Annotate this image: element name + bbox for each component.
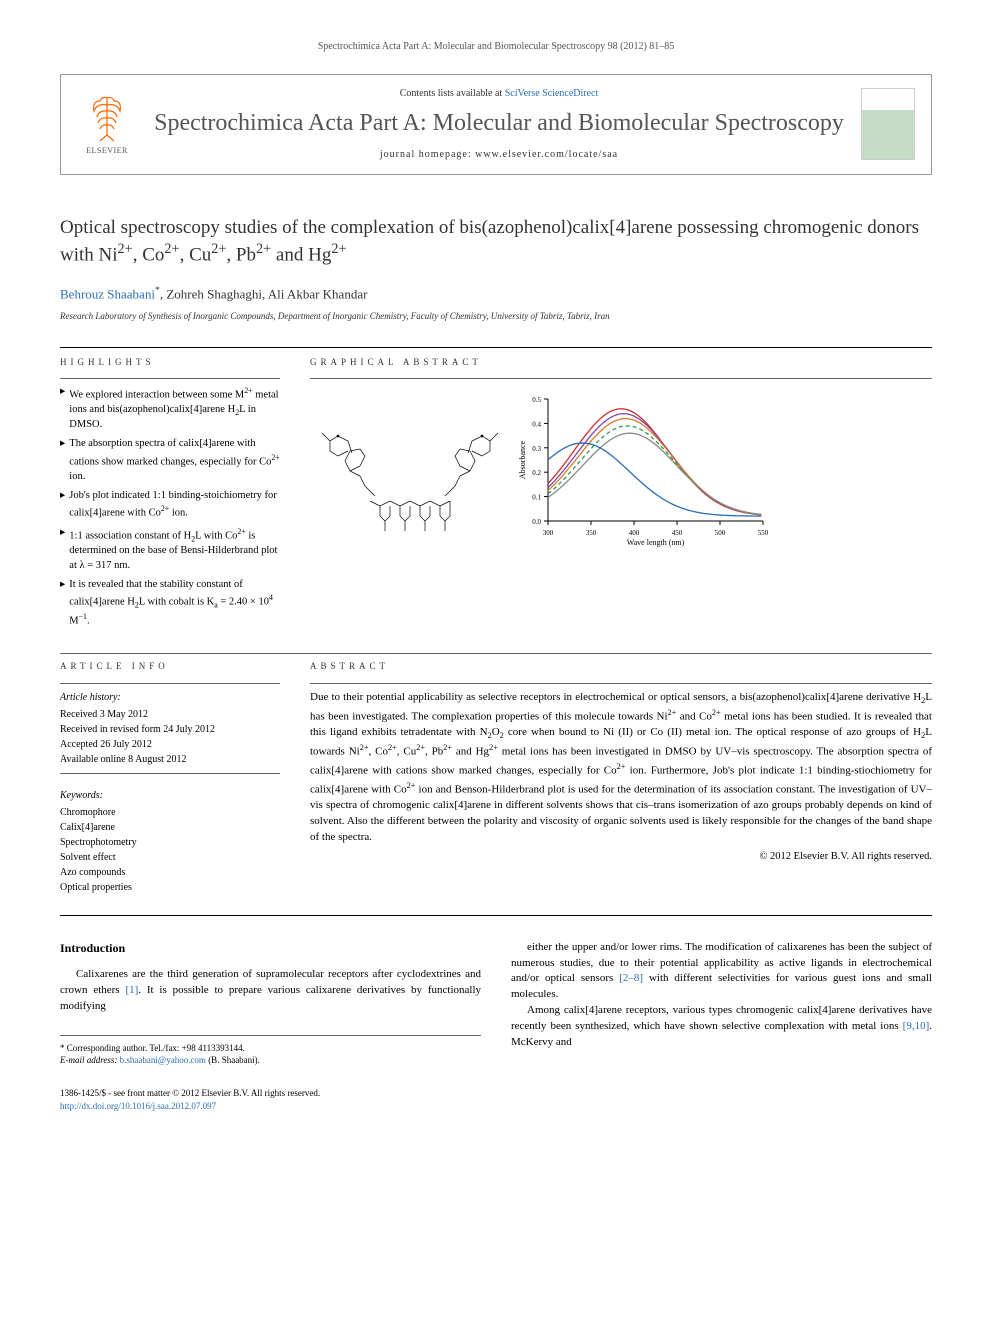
svg-text:0.1: 0.1 — [532, 494, 541, 502]
corresponding-author-note: * Corresponding author. Tel./fax: +98 41… — [60, 1042, 481, 1055]
highlight-item: The absorption spectra of calix[4]arene … — [60, 437, 280, 485]
abstract-text: Due to their potential applicability as … — [310, 690, 932, 846]
keyword-item: Azo compounds — [60, 865, 280, 880]
intro-paragraph-right-1: either the upper and/or lower rims. The … — [511, 940, 932, 1004]
divider — [60, 378, 280, 379]
keywords-list: ChromophoreCalix[4]areneSpectrophotometr… — [60, 805, 280, 895]
affiliation: Research Laboratory of Synthesis of Inor… — [60, 310, 932, 323]
journal-reference: Spectrochimica Acta Part A: Molecular an… — [60, 40, 932, 54]
intro-paragraph-right-2: Among calix[4]arene receptors, various t… — [511, 1003, 932, 1051]
scidirect-link[interactable]: SciVerse ScienceDirect — [505, 88, 599, 99]
contents-prefix: Contents lists available at — [400, 88, 505, 99]
highlight-item: Job's plot indicated 1:1 binding-stoichi… — [60, 489, 280, 522]
author-email[interactable]: b.shaabani@yahoo.com — [120, 1055, 206, 1065]
graphical-abstract-label: graphical abstract — [310, 356, 932, 369]
highlight-item: We explored interaction between some M2+… — [60, 385, 280, 433]
keyword-item: Chromophore — [60, 805, 280, 820]
publisher-name: ELSEVIER — [86, 145, 128, 156]
divider — [310, 378, 932, 379]
journal-name: Spectrochimica Acta Part A: Molecular an… — [153, 109, 845, 138]
keyword-item: Calix[4]arene — [60, 820, 280, 835]
online-date: Available online 8 August 2012 — [60, 752, 280, 767]
graphical-abstract: 300 350 400 450 500 550 0.0 0.1 0.2 0.3 0.4 0.5 Wave… — [310, 389, 932, 554]
svg-text:0.3: 0.3 — [532, 445, 541, 453]
divider — [60, 683, 280, 684]
copyright: © 2012 Elsevier B.V. All rights reserved… — [310, 850, 932, 865]
divider — [60, 773, 280, 774]
journal-cover-thumbnail — [861, 88, 915, 160]
keyword-item: Optical properties — [60, 880, 280, 895]
header-center: Contents lists available at SciVerse Sci… — [153, 87, 845, 162]
journal-homepage: journal homepage: www.elsevier.com/locat… — [153, 148, 845, 162]
uv-vis-spectrum-chart: 300 350 400 450 500 550 0.0 0.1 0.2 0.3 0.4 0.5 Wave… — [513, 389, 773, 549]
svg-text:350: 350 — [586, 529, 597, 537]
divider — [60, 347, 932, 348]
svg-text:550: 550 — [758, 529, 769, 537]
history-heading: Article history: — [60, 690, 280, 705]
article-title: Optical spectroscopy studies of the comp… — [60, 215, 932, 269]
article-info: Article history: Received 3 May 2012 Rec… — [60, 690, 280, 895]
svg-text:Wave length (nm): Wave length (nm) — [627, 538, 685, 547]
other-authors: , Zohreh Shaghaghi, Ali Akbar Khandar — [160, 287, 368, 302]
svg-text:Absorbance: Absorbance — [518, 441, 527, 480]
divider — [60, 915, 932, 916]
svg-text:0.0: 0.0 — [532, 518, 541, 526]
email-label: E-mail address: — [60, 1055, 117, 1065]
footnote-block: * Corresponding author. Tel./fax: +98 41… — [60, 1035, 481, 1067]
molecule-structure-diagram — [310, 411, 510, 541]
divider — [60, 653, 932, 654]
divider — [310, 683, 932, 684]
introduction-heading: Introduction — [60, 940, 481, 957]
svg-text:300: 300 — [543, 529, 554, 537]
front-matter-line: 1386-1425/$ - see front matter © 2012 El… — [60, 1087, 481, 1100]
doi-link[interactable]: http://dx.doi.org/10.1016/j.saa.2012.07.… — [60, 1100, 481, 1113]
svg-text:400: 400 — [629, 529, 640, 537]
keyword-item: Solvent effect — [60, 850, 280, 865]
contents-available: Contents lists available at SciVerse Sci… — [153, 87, 845, 101]
svg-text:0.5: 0.5 — [532, 396, 541, 404]
keywords-heading: Keywords: — [60, 788, 280, 803]
svg-text:0.4: 0.4 — [532, 421, 541, 429]
keyword-item: Spectrophotometry — [60, 835, 280, 850]
elsevier-tree-icon — [82, 93, 132, 143]
intro-paragraph-left: Calixarenes are the third generation of … — [60, 967, 481, 1015]
elsevier-logo: ELSEVIER — [77, 89, 137, 159]
highlights-list: We explored interaction between some M2+… — [60, 385, 280, 629]
article-info-label: article info — [60, 660, 280, 673]
highlight-item: It is revealed that the stability consta… — [60, 578, 280, 629]
journal-header: ELSEVIER Contents lists available at Sci… — [60, 74, 932, 175]
svg-text:500: 500 — [715, 529, 726, 537]
revised-date: Received in revised form 24 July 2012 — [60, 722, 280, 737]
abstract-label: abstract — [310, 660, 932, 673]
email-attribution: (B. Shaabani). — [208, 1055, 260, 1065]
highlights-label: highlights — [60, 356, 280, 369]
svg-text:0.2: 0.2 — [532, 469, 541, 477]
corresponding-author[interactable]: Behrouz Shaabani — [60, 287, 155, 302]
homepage-prefix: journal homepage: — [380, 149, 475, 160]
accepted-date: Accepted 26 July 2012 — [60, 737, 280, 752]
homepage-url[interactable]: www.elsevier.com/locate/saa — [475, 149, 618, 160]
footer: 1386-1425/$ - see front matter © 2012 El… — [60, 1087, 481, 1112]
received-date: Received 3 May 2012 — [60, 707, 280, 722]
highlight-item: 1:1 association constant of H2L with Co2… — [60, 526, 280, 574]
authors: Behrouz Shaabani*, Zohreh Shaghaghi, Ali… — [60, 284, 932, 304]
svg-text:450: 450 — [672, 529, 683, 537]
